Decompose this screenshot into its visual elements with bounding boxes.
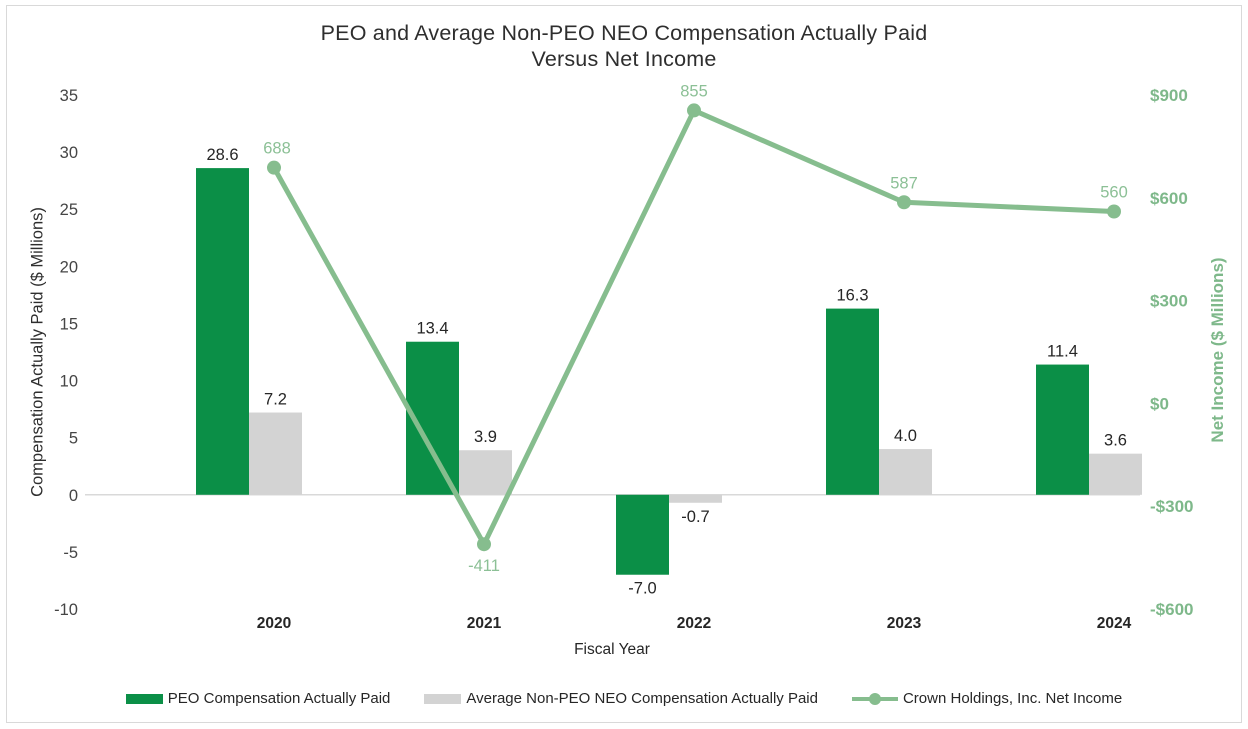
bar-nonpeo-2020	[249, 412, 302, 495]
x-axis-category-label: 2022	[677, 615, 711, 632]
peo-bar-swatch-icon	[125, 693, 163, 704]
bar-data-label: 7.2	[264, 391, 287, 409]
left-axis-tick-label: -5	[63, 544, 78, 562]
bar-nonpeo-2022	[669, 494, 722, 503]
net-income-line	[271, 107, 1117, 547]
net-income-data-label: 855	[680, 82, 708, 100]
bar-data-label: -0.7	[681, 508, 709, 526]
x-axis-category-label: 2023	[887, 615, 922, 632]
net-income-data-label: 688	[263, 140, 291, 158]
nonpeo-bar-swatch-icon	[424, 693, 462, 704]
chart-title: PEO and Average Non-PEO NEO Compensation…	[0, 20, 1248, 72]
bar-data-label: 11.4	[1047, 343, 1078, 361]
left-axis-tick-label: 30	[60, 144, 78, 162]
net-income-marker-2020	[267, 160, 281, 175]
left-axis-tick-label: 20	[60, 258, 78, 276]
legend-label-nonpeo: Average Non-PEO NEO Compensation Actuall…	[466, 690, 818, 707]
net-income-data-label: 560	[1100, 184, 1128, 202]
bar-nonpeo-2021	[459, 450, 512, 495]
legend-item-netincome: Crown Holdings, Inc. Net Income	[851, 690, 1123, 707]
net-income-data-label: -411	[468, 557, 500, 575]
left-axis-tick-label: 10	[60, 373, 78, 391]
bar-nonpeo-2024	[1089, 453, 1142, 495]
bar-data-label: 28.6	[206, 146, 238, 164]
bar-peo-2023	[826, 308, 879, 495]
left-axis-tick-label: 15	[60, 315, 78, 333]
chart-title-line2: Versus Net Income	[531, 47, 717, 71]
net-income-marker-2022	[687, 103, 701, 118]
bar-data-label: 3.9	[474, 428, 497, 446]
bar-data-label: 13.4	[416, 320, 448, 338]
right-axis-title: Net Income ($ Millions)	[1208, 257, 1227, 443]
x-axis-category-label: 2020	[257, 615, 291, 632]
netincome-line-swatch-icon	[851, 692, 898, 705]
right-axis-tick-label: $900	[1150, 86, 1188, 105]
left-axis-tick-label: 5	[69, 430, 78, 448]
bar-data-label: 3.6	[1104, 432, 1127, 450]
right-axis-tick-label: $0	[1150, 394, 1169, 413]
left-axis-title: Compensation Actually Paid ($ Millions)	[28, 207, 47, 497]
legend-label-netincome: Crown Holdings, Inc. Net Income	[902, 690, 1123, 707]
bar-peo-2024	[1036, 364, 1089, 495]
net-income-data-label: 587	[890, 174, 918, 192]
legend-label-peo: PEO Compensation Actually Paid	[167, 690, 391, 707]
bar-peo-2022	[616, 494, 669, 575]
x-axis-title: Fiscal Year	[574, 641, 650, 658]
net-income-marker-2021	[477, 537, 491, 552]
x-axis-category-label: 2021	[467, 615, 502, 632]
bar-data-label: 4.0	[894, 427, 917, 445]
legend-item-nonpeo: Average Non-PEO NEO Compensation Actuall…	[424, 690, 818, 707]
bar-nonpeo-2023	[879, 449, 932, 495]
chart-title-line1: PEO and Average Non-PEO NEO Compensation…	[320, 21, 928, 45]
left-axis-tick-label: -10	[54, 601, 78, 619]
right-axis-tick-label: $300	[1150, 292, 1188, 311]
right-axis-tick-label: -$300	[1150, 497, 1193, 516]
bar-peo-2020	[196, 168, 249, 495]
right-axis-tick-label: -$600	[1150, 600, 1193, 619]
left-axis-tick-label: 0	[69, 487, 78, 505]
bar-data-label: 16.3	[836, 287, 868, 305]
left-axis-tick-label: 35	[60, 87, 78, 105]
net-income-marker-2023	[897, 195, 911, 210]
x-axis-category-label: 2024	[1097, 615, 1132, 632]
legend: PEO Compensation Actually Paid Average N…	[0, 690, 1248, 707]
left-axis-tick-label: 25	[60, 201, 78, 219]
net-income-marker-2024	[1107, 204, 1121, 219]
legend-item-peo: PEO Compensation Actually Paid	[125, 690, 391, 707]
bar-data-label: -7.0	[628, 580, 656, 598]
right-axis-tick-label: $600	[1150, 189, 1188, 208]
